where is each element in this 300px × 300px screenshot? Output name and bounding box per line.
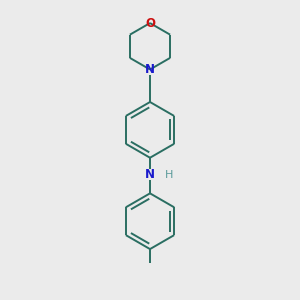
Text: N: N xyxy=(145,63,155,76)
Text: H: H xyxy=(164,170,173,180)
Text: N: N xyxy=(145,168,155,181)
Text: O: O xyxy=(145,16,155,30)
